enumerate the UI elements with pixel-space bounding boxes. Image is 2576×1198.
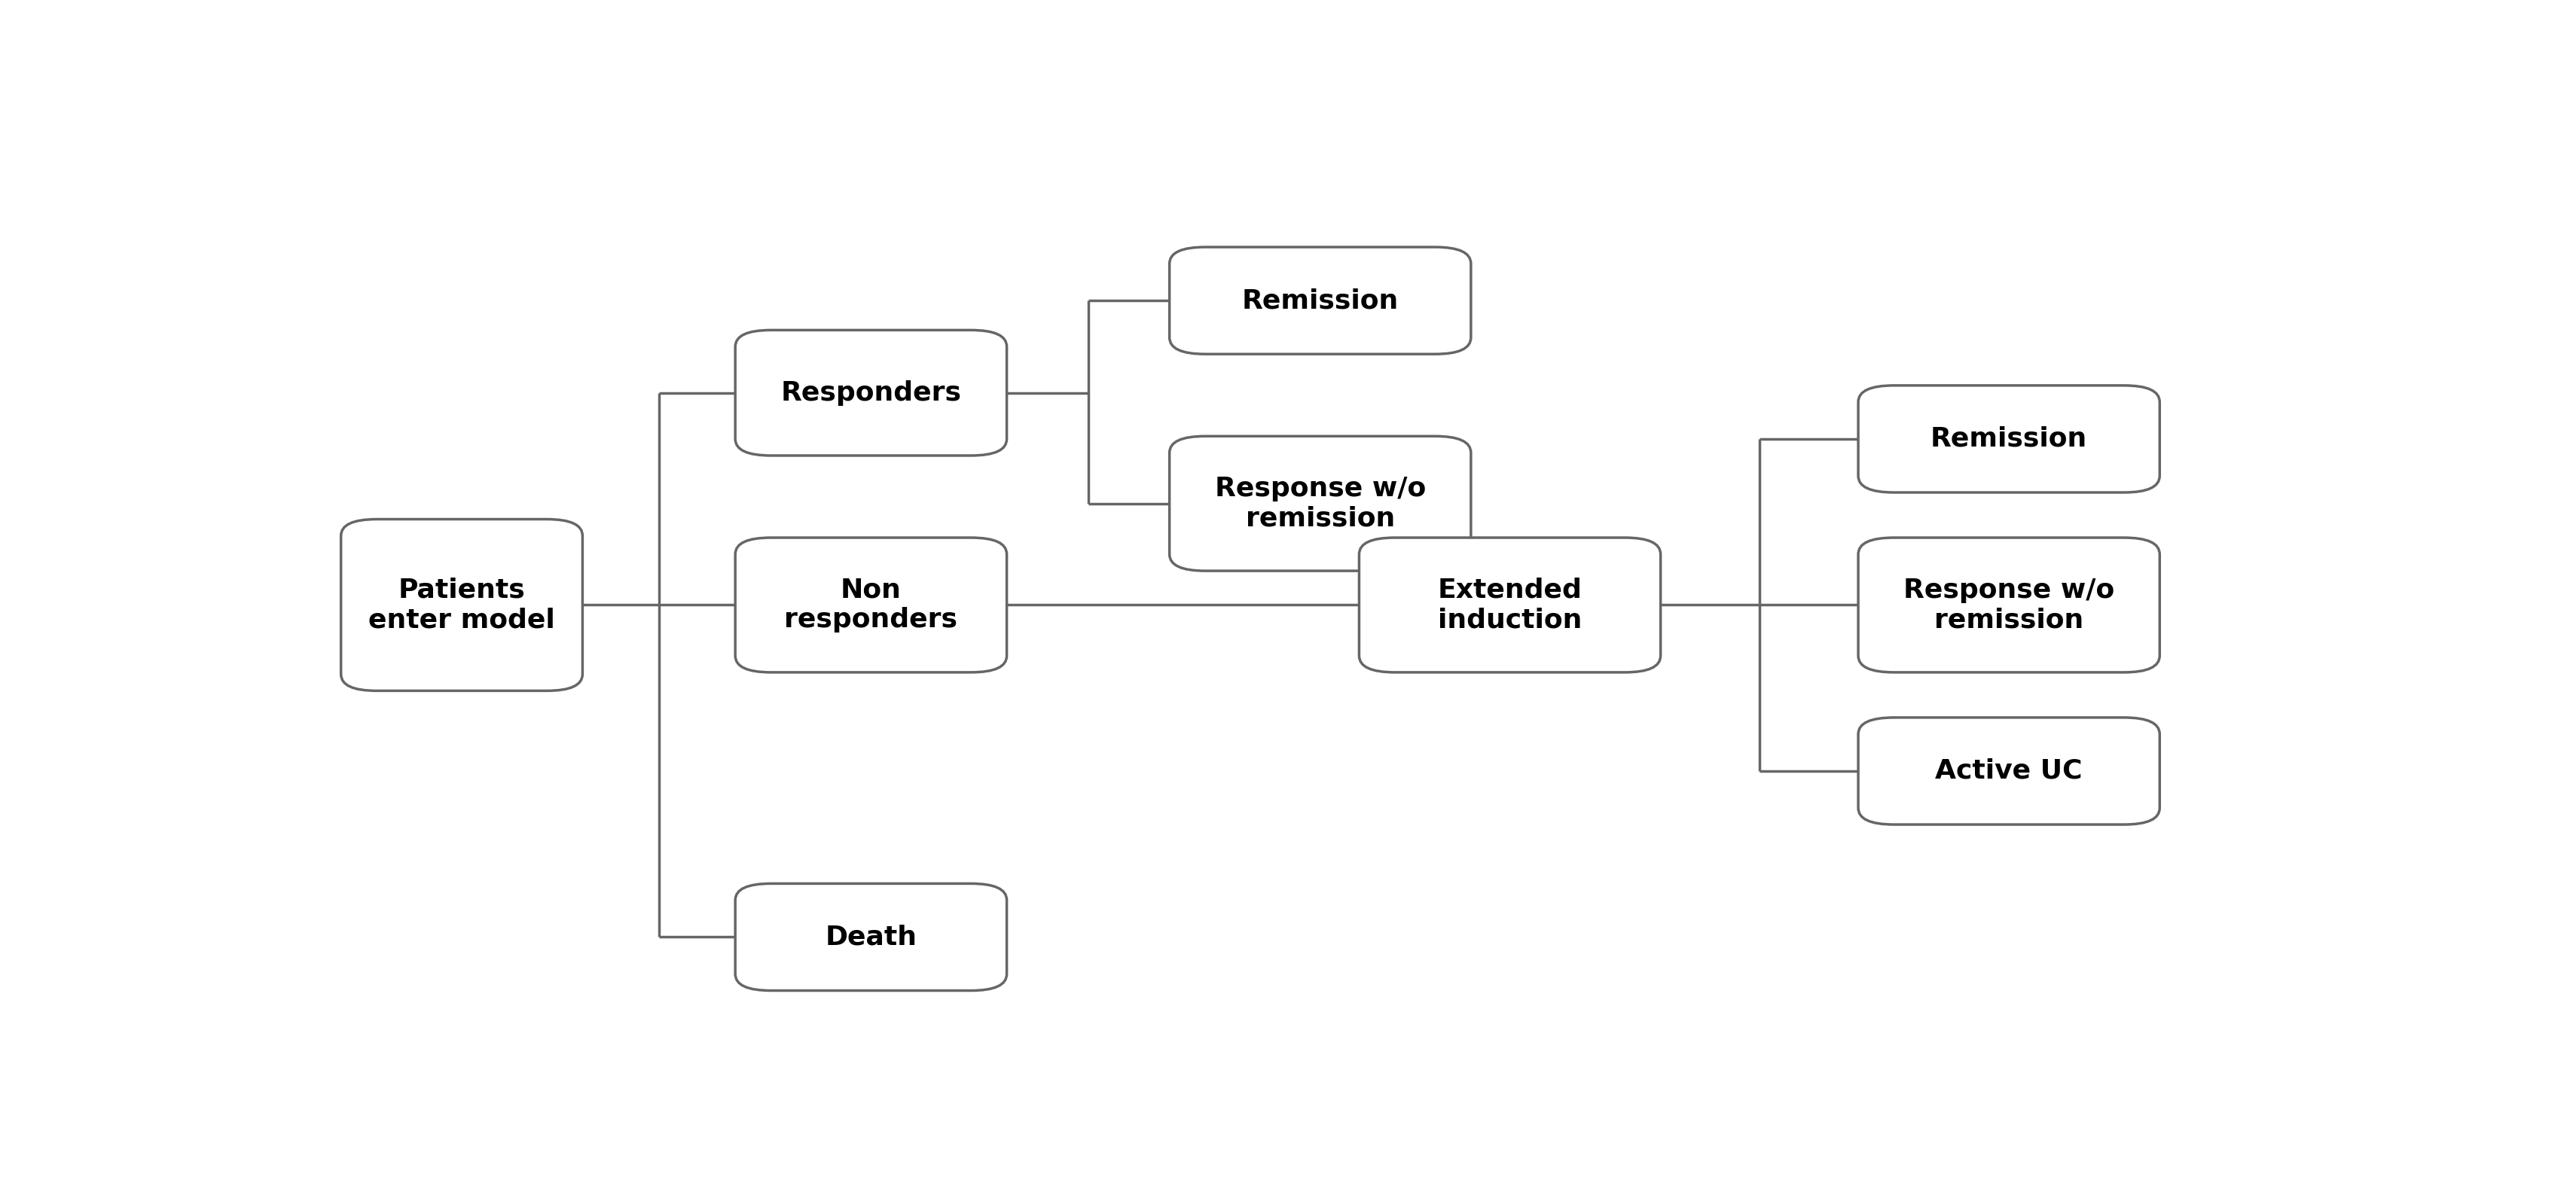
FancyBboxPatch shape <box>1170 436 1471 571</box>
Text: Active UC: Active UC <box>1935 758 2081 783</box>
Text: Responders: Responders <box>781 380 961 406</box>
FancyBboxPatch shape <box>340 519 582 691</box>
FancyBboxPatch shape <box>1360 538 1662 672</box>
Text: Response w/o
remission: Response w/o remission <box>1216 476 1425 531</box>
FancyBboxPatch shape <box>734 538 1007 672</box>
FancyBboxPatch shape <box>1857 718 2159 824</box>
FancyBboxPatch shape <box>734 884 1007 991</box>
Text: Remission: Remission <box>1929 426 2087 452</box>
Text: Non
responders: Non responders <box>783 577 958 633</box>
FancyBboxPatch shape <box>734 331 1007 455</box>
Text: Extended
induction: Extended induction <box>1437 577 1582 633</box>
FancyBboxPatch shape <box>1857 538 2159 672</box>
Text: Remission: Remission <box>1242 288 1399 314</box>
Text: Response w/o
remission: Response w/o remission <box>1904 577 2115 633</box>
Text: Death: Death <box>824 925 917 950</box>
Text: Patients
enter model: Patients enter model <box>368 577 554 633</box>
FancyBboxPatch shape <box>1857 386 2159 492</box>
FancyBboxPatch shape <box>1170 247 1471 355</box>
